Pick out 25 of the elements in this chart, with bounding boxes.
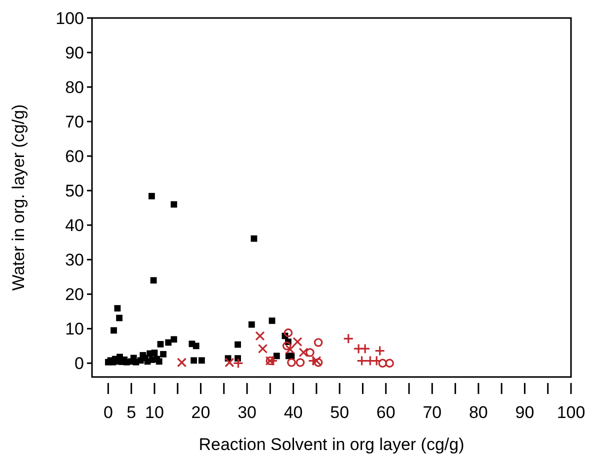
x-tick-label: 20 <box>191 403 210 422</box>
x-tick-label: 90 <box>515 403 534 422</box>
x-tick-label: 70 <box>422 403 442 422</box>
y-tick-label: 0 <box>74 354 84 374</box>
y-tick-label: 100 <box>56 9 84 28</box>
x-tick-label: 50 <box>330 403 350 422</box>
y-tick-label: 60 <box>65 147 84 166</box>
y-tick-label: 80 <box>65 78 84 98</box>
x-tick-label: 60 <box>376 403 396 422</box>
x-tick-label: 100 <box>556 403 586 422</box>
y-tick-label: 20 <box>65 285 84 304</box>
y-tick-label: 40 <box>65 216 84 236</box>
x-tick-label: 0 <box>103 403 113 422</box>
y-tick-label: 90 <box>65 44 84 63</box>
x-axis-title: Reaction Solvent in org layer (cg/g) <box>198 435 464 454</box>
x-tick-label: 30 <box>238 403 256 422</box>
y-tick-label: 70 <box>65 112 84 132</box>
x-tick-label: 5 <box>126 403 136 422</box>
y-tick-label: 10 <box>65 320 84 339</box>
y-tick-label: 30 <box>65 250 84 270</box>
y-tick-label: 50 <box>65 182 84 201</box>
x-tick-label: 10 <box>145 403 164 422</box>
y-axis-title: Water in org. layer (cg/g) <box>9 104 28 291</box>
x-tick-label: 40 <box>284 403 303 422</box>
x-tick-label: 80 <box>468 403 488 422</box>
